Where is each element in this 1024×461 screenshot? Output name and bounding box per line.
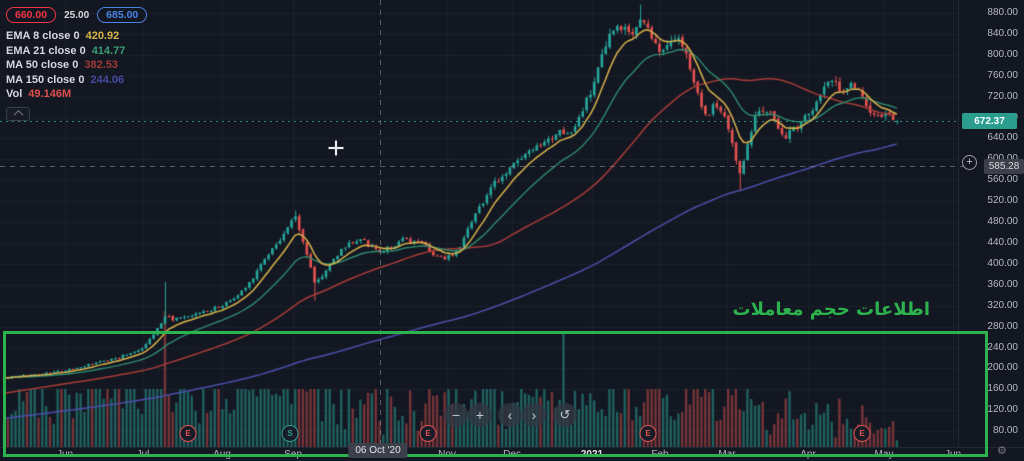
- price-axis-label: 280.00: [987, 320, 1018, 332]
- price-axis-label: 360.00: [987, 278, 1018, 290]
- price-axis-label: 800.00: [987, 48, 1018, 60]
- legend-collapse-button[interactable]: [6, 106, 30, 121]
- zoom-out-button[interactable]: −: [444, 403, 468, 427]
- volume-annotation-text[interactable]: اطلاعات حجم معاملات: [732, 299, 931, 320]
- position-stop-label[interactable]: 660.00: [6, 7, 57, 23]
- price-axis-label: 400.00: [987, 257, 1018, 269]
- legend-row-label: EMA 21 close 0: [6, 44, 86, 57]
- price-axis-label: 760.00: [987, 69, 1018, 81]
- price-axis-label: 600.00: [987, 153, 1018, 164]
- crosshair-time-badge: 06 Oct '20: [348, 443, 408, 458]
- position-tool-labels: 660.00 25.00 685.00: [6, 6, 148, 24]
- last-price-badge: 672.37: [962, 113, 1017, 129]
- earnings-marker[interactable]: E: [639, 425, 657, 442]
- legend-row[interactable]: EMA 21 close 0 414.77: [6, 44, 147, 59]
- earnings-marker[interactable]: E: [419, 425, 437, 442]
- legend-row-value: 382.53: [84, 59, 119, 72]
- position-target-label[interactable]: 685.00: [97, 7, 148, 23]
- legend-row-label: MA 150 close 0: [6, 73, 85, 86]
- earnings-marker[interactable]: E: [179, 425, 197, 442]
- add-alert-plus-icon[interactable]: +: [962, 155, 977, 170]
- price-axis-label: 480.00: [987, 216, 1018, 228]
- legend-row-label: EMA 8 close 0: [6, 30, 80, 42]
- legend-row-label: Vol: [6, 88, 23, 101]
- price-axis-label: 440.00: [987, 236, 1018, 248]
- price-axis[interactable]: 880.00840.00800.00760.00720.00680.00640.…: [958, 0, 1024, 447]
- scroll-left-button[interactable]: ‹: [498, 403, 522, 427]
- legend-row[interactable]: Vol 49.146M: [6, 87, 147, 102]
- chevron-up-icon: [13, 110, 23, 121]
- price-axis-label: 160.00: [987, 383, 1018, 395]
- legend-row-value: 414.77: [91, 44, 126, 57]
- legend-row-value: 244.06: [90, 73, 125, 86]
- price-axis-label: 840.00: [987, 27, 1018, 39]
- price-axis-label: 320.00: [987, 299, 1018, 311]
- legend-row[interactable]: EMA 8 close 0 420.92: [6, 29, 147, 44]
- price-axis-label: 560.00: [987, 174, 1018, 186]
- price-axis-label: 880.00: [987, 7, 1018, 18]
- price-axis-label: 720.00: [987, 90, 1018, 102]
- price-axis-label: 240.00: [987, 341, 1018, 353]
- price-axis-label: 120.00: [987, 404, 1018, 416]
- scroll-right-button[interactable]: ›: [522, 403, 546, 427]
- scale-settings-gear-icon[interactable]: ⚙: [997, 445, 1007, 457]
- indicator-rows: EMA 8 close 0 420.92 EMA 21 close 0 414.77 M…: [6, 29, 147, 102]
- price-axis-label: 200.00: [987, 362, 1018, 374]
- legend-row-value: 49.146M: [28, 88, 72, 101]
- crosshair-price-badge: 585.28: [984, 159, 1024, 174]
- legend-row[interactable]: MA 150 close 0 244.06: [6, 73, 147, 88]
- split-marker[interactable]: S: [281, 425, 299, 442]
- position-quantity-label[interactable]: 25.00: [64, 9, 90, 21]
- legend-row-label: MA 50 close 0: [6, 59, 79, 72]
- legend-row-value: 420.92: [85, 30, 120, 42]
- price-axis-label: 640.00: [987, 132, 1018, 144]
- candlestick-chart-canvas[interactable]: [0, 0, 958, 447]
- reset-view-button[interactable]: ↺: [553, 403, 577, 427]
- indicator-legend: 660.00 25.00 685.00 EMA 8 close 0 420.92 EMA…: [6, 6, 148, 121]
- earnings-marker[interactable]: E: [853, 425, 871, 442]
- price-axis-label: 520.00: [987, 195, 1018, 207]
- zoom-in-button[interactable]: +: [468, 403, 492, 427]
- volume-highlight-rectangle[interactable]: [3, 331, 988, 457]
- price-axis-label: 80.00: [992, 425, 1018, 437]
- legend-row[interactable]: MA 50 close 0 382.53: [6, 58, 147, 73]
